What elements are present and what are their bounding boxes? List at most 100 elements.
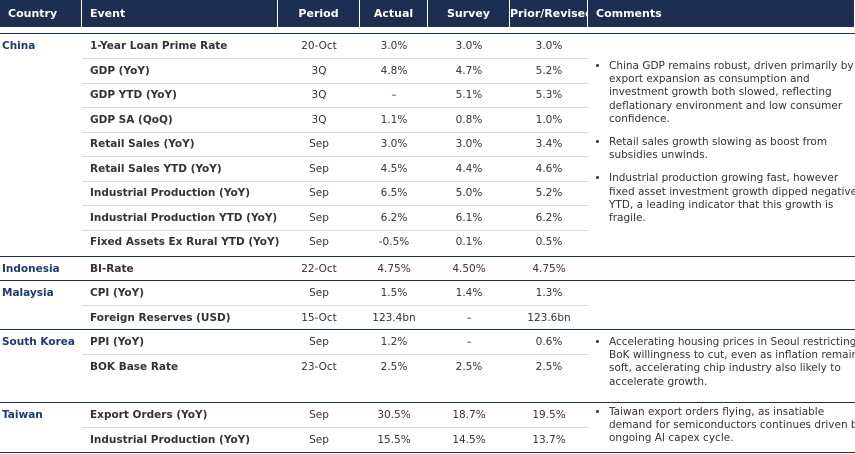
value-cell: 3.0%	[535, 40, 563, 52]
event-name: GDP YTD (YoY)	[90, 89, 177, 101]
row-rule	[82, 131, 588, 133]
value-cell: 2.5%	[455, 360, 483, 373]
value-cell: 6.2%	[380, 211, 408, 224]
value-cell: 4.75%	[532, 263, 566, 275]
group-rule	[0, 280, 855, 281]
country-name: Indonesia	[2, 263, 60, 275]
value-cell: –	[466, 336, 472, 348]
value-cell: Sep	[309, 187, 329, 199]
event-name: Retail Sales YTD (YoY)	[90, 162, 222, 175]
value-cell: 13.7%	[532, 433, 566, 446]
event-name: Industrial Production YTD (YoY)	[90, 211, 278, 224]
value-cell: -0.5%	[378, 236, 410, 248]
value-cell: 20-Oct	[301, 40, 337, 52]
value-cell: Sep	[309, 236, 329, 248]
value-cell: 5.3%	[535, 89, 563, 101]
header-cell: Event	[82, 0, 278, 27]
value-cell: 19.5%	[532, 409, 566, 421]
event-name: Industrial Production (YoY)	[90, 187, 251, 199]
value-cell: Sep	[309, 287, 329, 299]
row-rule	[82, 82, 588, 84]
value-cell: –	[466, 311, 472, 324]
value-cell: 5.2%	[535, 187, 563, 199]
event-name: Foreign Reserves (USD)	[90, 311, 231, 324]
comment: Retail sales growth slowing as boost fro…	[609, 136, 855, 162]
value-cell: 3.4%	[535, 138, 563, 150]
row-rule	[82, 229, 588, 231]
row-rule	[82, 427, 588, 428]
header-cell: Period	[278, 0, 360, 27]
event-name: Retail Sales (YoY)	[90, 138, 195, 150]
value-cell: 23-Oct	[301, 360, 337, 373]
event-name: BI-Rate	[90, 263, 134, 275]
value-cell: 30.5%	[377, 409, 411, 421]
value-cell: 0.8%	[455, 113, 483, 126]
value-cell: 3Q	[311, 89, 327, 101]
value-cell: 4.7%	[455, 64, 483, 77]
event-name: Industrial Production (YoY)	[90, 433, 251, 446]
event-name: Export Orders (YoY)	[90, 409, 208, 421]
value-cell: 0.6%	[535, 336, 563, 348]
event-name: CPI (YoY)	[90, 287, 145, 299]
value-cell: 1.2%	[380, 336, 408, 348]
country-name: Taiwan	[2, 409, 43, 421]
event-name: GDP SA (QoQ)	[90, 113, 173, 126]
value-cell: 4.75%	[377, 263, 411, 275]
row-rule	[82, 156, 588, 157]
row-rule	[82, 180, 588, 182]
value-cell: 2.5%	[535, 360, 563, 373]
value-cell: 0.5%	[535, 236, 563, 248]
header-cell: Survey	[428, 0, 510, 27]
value-cell: 1.3%	[535, 287, 563, 299]
value-cell: 6.2%	[535, 211, 563, 224]
value-cell: 1.1%	[380, 113, 408, 126]
value-cell: 18.7%	[452, 409, 486, 421]
value-cell: Sep	[309, 138, 329, 150]
country-name: Malaysia	[2, 287, 54, 299]
value-cell: Sep	[309, 211, 329, 224]
row-rule	[82, 58, 588, 59]
row-rule	[82, 107, 588, 108]
value-cell: 3.0%	[380, 138, 408, 150]
value-cell: 1.0%	[535, 113, 563, 126]
header-cell: Country	[0, 0, 82, 27]
event-name: 1-Year Loan Prime Rate	[90, 40, 228, 52]
group-rule	[0, 452, 855, 453]
header-cell: Comments	[588, 0, 855, 27]
comment: China GDP remains robust, driven primari…	[609, 60, 855, 126]
comment: Industrial production growing fast, howe…	[609, 172, 855, 225]
value-cell: 0.1%	[455, 236, 483, 248]
value-cell: 15.5%	[377, 433, 411, 446]
header-cell: Actual	[360, 0, 428, 27]
event-name: GDP (YoY)	[90, 64, 150, 77]
value-cell: 6.5%	[380, 187, 408, 199]
value-cell: 4.50%	[452, 263, 486, 275]
event-name: BOK Base Rate	[90, 360, 179, 373]
value-cell: Sep	[309, 409, 329, 421]
value-cell: 5.2%	[535, 64, 563, 77]
value-cell: 123.4bn	[372, 311, 416, 324]
row-rule	[82, 354, 588, 355]
value-cell: 5.1%	[455, 89, 483, 101]
value-cell: 3.0%	[455, 138, 483, 150]
value-cell: 1.5%	[380, 287, 408, 299]
value-cell: 3.0%	[380, 40, 408, 52]
group-rule	[0, 402, 855, 403]
value-cell: 4.5%	[380, 162, 408, 175]
value-cell: 3Q	[311, 113, 327, 126]
value-cell: Sep	[309, 162, 329, 175]
value-cell: 15-Oct	[301, 311, 337, 324]
value-cell: 22-Oct	[301, 263, 337, 275]
value-cell: 4.4%	[455, 162, 483, 175]
event-name: PPI (YoY)	[90, 336, 145, 348]
comment: Accelerating housing prices in Seoul res…	[609, 336, 855, 389]
value-cell: 1.4%	[455, 287, 483, 299]
row-rule	[82, 305, 588, 306]
value-cell: 123.6bn	[527, 311, 571, 324]
header-cell: Prior/Revised	[510, 0, 593, 27]
group-rule	[0, 33, 855, 34]
value-cell: 2.5%	[380, 360, 408, 373]
value-cell: 6.1%	[455, 211, 483, 224]
group-rule	[0, 329, 855, 330]
